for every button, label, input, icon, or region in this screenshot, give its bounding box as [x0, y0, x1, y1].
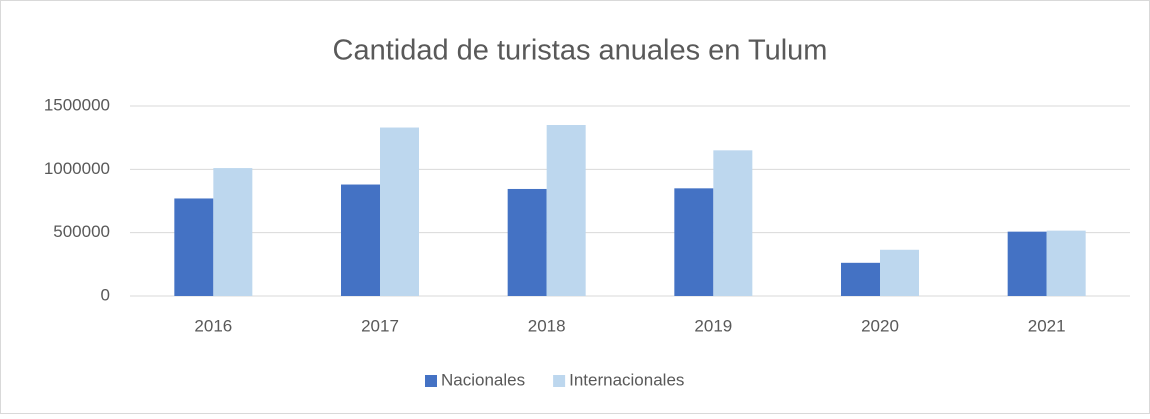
bar [546, 125, 586, 296]
y-tick-label: 1000000 [44, 159, 110, 178]
bar [880, 249, 919, 296]
x-tick-label: 2019 [694, 316, 732, 335]
x-tick-label: 2017 [361, 316, 399, 335]
legend-swatch [425, 375, 437, 387]
x-tick-label: 2021 [1028, 316, 1066, 335]
bar [713, 150, 753, 296]
bar [507, 188, 547, 296]
x-tick-label: 2016 [194, 316, 232, 335]
y-tick-label: 500000 [53, 222, 110, 241]
y-tick-label: 0 [101, 285, 110, 304]
bar [380, 127, 419, 297]
legend-swatch [553, 375, 566, 387]
bar [341, 184, 380, 296]
x-tick-label: 2020 [861, 316, 899, 335]
bar [841, 262, 880, 296]
bar [674, 188, 714, 296]
legend-label: Nacionales [441, 370, 525, 389]
bar [174, 198, 214, 296]
bar [1046, 230, 1086, 296]
bar [213, 168, 253, 296]
y-tick-label: 1500000 [44, 95, 110, 114]
x-tick-label: 2018 [528, 316, 566, 335]
legend-label: Internacionales [569, 370, 684, 389]
chart-title: Cantidad de turistas anuales en Tulum [333, 35, 828, 67]
bar [1007, 231, 1047, 296]
